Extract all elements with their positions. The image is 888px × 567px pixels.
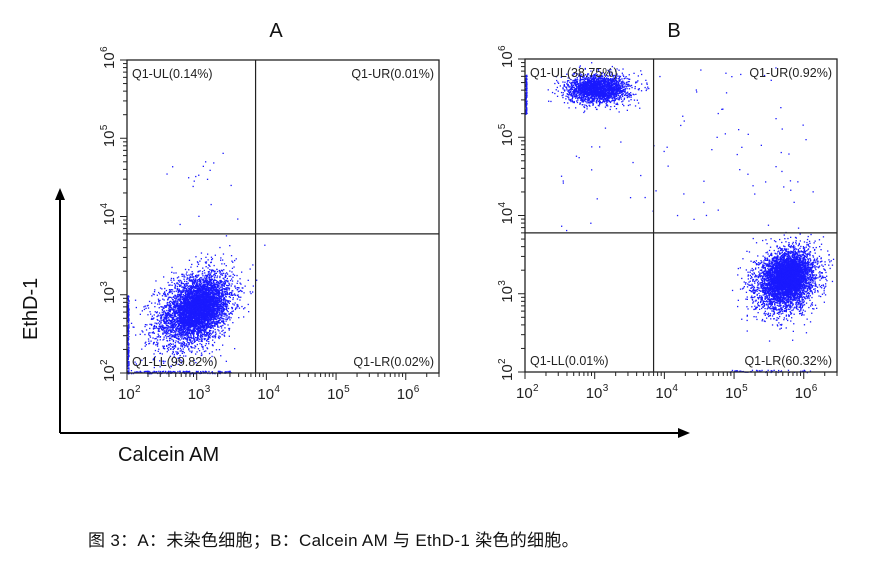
quadrant-label-ll: Q1-LL(0.01%) [530,354,609,368]
x-tick-label: 10 [586,385,603,402]
quadrant-label-ur: Q1-UR(0.01%) [351,67,434,81]
figure-canvas: 10 2 10 3 10 4 10 5 10 6 102 103 104 105 106 Q1-UL(0.14… [55,45,838,438]
scatter-points [525,62,835,374]
x-axis-label: Calcein AM [118,444,220,466]
axis-ticks [120,59,440,380]
quadrant-label-ur: Q1-UR(0.92%) [749,66,832,80]
y-tick-label: 102 [99,359,118,382]
x-tick-label: 10 [397,386,414,403]
y-axis-label: EthD-1 [20,277,42,340]
y-tick-label: 104 [497,202,516,225]
y-tick-label: 103 [497,280,516,303]
x-tick-label: 10 [327,386,344,403]
y-tick-label: 103 [99,281,118,304]
scatter-points [127,152,266,375]
y-tick-label: 106 [99,46,118,69]
x-tick-label: 10 [725,385,742,402]
quadrant-label-ll: Q1-LL(99.82%) [132,355,217,369]
quadrant-label-lr: Q1-LR(60.32%) [744,354,832,368]
y-tick-label: 105 [497,123,516,146]
x-tick-label: 10 [795,385,812,402]
y-tick-label: 106 [497,45,516,68]
panel-b-plot: 10 2 10 3 10 4 10 5 10 6102103104105106Q1-UL(38.7… [497,45,838,402]
y-tick-label: 102 [497,358,516,381]
x-tick-label: 10 [188,386,205,403]
panel-a-title: A [269,20,283,42]
quadrant-label-ul: Q1-UL(38.75%) [530,66,618,80]
y-tick-label: 105 [99,124,118,147]
x-axis-arrow [60,428,690,438]
x-tick-label: 10 [516,385,533,402]
panel-a-plot: 10 2 10 3 10 4 10 5 10 6102103104105106Q1-UL(0.14… [99,46,440,403]
axis-ticks [518,58,838,379]
x-tick-label: 10 [118,386,135,403]
x-tick-label: 10 [257,386,274,403]
x-tick-label: 10 [655,385,672,402]
quadrant-label-ul: Q1-UL(0.14%) [132,67,213,81]
quadrant-label-lr: Q1-LR(0.02%) [353,355,434,369]
panel-b-title: B [667,20,681,42]
y-tick-label: 104 [99,203,118,226]
y-axis-arrow [55,188,65,433]
plot-frame [524,58,838,373]
figure-caption: 图 3：A：未染色细胞；B：Calcein AM 与 EthD-1 染色的细胞。 [88,531,579,550]
